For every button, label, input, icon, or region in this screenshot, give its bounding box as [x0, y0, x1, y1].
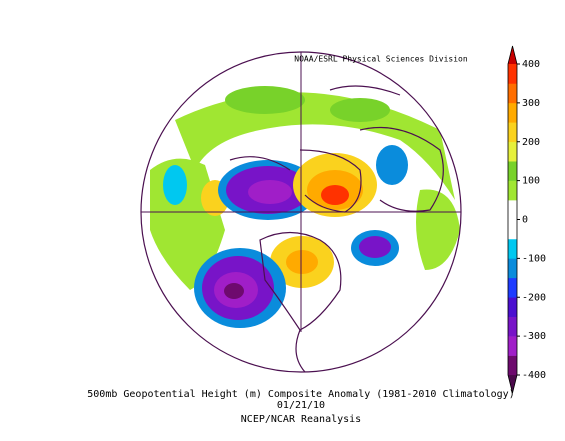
colorbar-band — [508, 238, 517, 259]
anomaly-area — [225, 86, 305, 114]
caption-source: NCEP/NCAR Reanalysis — [241, 414, 361, 425]
caption-date: 01/21/10 — [277, 400, 325, 411]
colorbar-extend-high — [508, 46, 517, 64]
anomaly-area — [175, 92, 455, 200]
coastline — [359, 126, 444, 212]
colorbar-band — [508, 161, 517, 181]
anomaly-area — [359, 236, 391, 258]
colorbar-tick-label: 300 — [522, 98, 540, 109]
colorbar-band — [508, 180, 517, 201]
colorbar-band — [508, 64, 517, 84]
colorbar-band — [508, 297, 517, 317]
anomaly-area — [248, 180, 292, 204]
colorbar: 400 300 200 100 0 -100 -200 -300 -400 — [507, 45, 546, 394]
credit: NOAA/ESRL Physical Sciences Division — [294, 55, 468, 64]
colorbar-band — [508, 355, 517, 376]
colorbar-tick-label: -100 — [522, 253, 546, 264]
colorbar-extend-low — [508, 375, 517, 393]
colorbar-tick-label: -400 — [522, 370, 546, 381]
colorbar-band — [508, 83, 517, 104]
colorbar-band — [508, 122, 517, 143]
anomaly-area — [330, 98, 390, 122]
anomaly-area — [286, 250, 318, 274]
colorbar-tick-label: -300 — [522, 331, 546, 342]
anomaly-area — [224, 283, 244, 299]
colorbar-band — [508, 336, 517, 356]
colorbar-tick-label: 400 — [522, 59, 540, 70]
anomaly-area — [321, 185, 349, 205]
anomaly-field — [150, 85, 460, 372]
caption-title: 500mb Geopotential Height (m) Composite … — [87, 389, 514, 400]
colorbar-band — [508, 258, 517, 279]
colorbar-tick-label: -200 — [522, 292, 546, 303]
colorbar-band — [508, 219, 517, 240]
colorbar-tick-label: 200 — [522, 137, 540, 148]
anomaly-area — [376, 145, 408, 185]
colorbar-band — [508, 141, 517, 162]
anomaly-area — [416, 189, 460, 270]
colorbar-band — [508, 316, 517, 337]
coastline — [229, 156, 291, 171]
colorbar-band — [508, 200, 517, 220]
anomaly-area — [163, 165, 187, 205]
coastline — [299, 149, 362, 213]
coastline — [259, 231, 342, 331]
colorbar-tick-label: 0 — [522, 215, 528, 226]
colorbar-tick-label: 100 — [522, 176, 540, 187]
coastline — [329, 85, 401, 96]
coastline — [295, 329, 306, 372]
colorbar-band — [508, 277, 517, 298]
colorbar-band — [508, 102, 517, 123]
